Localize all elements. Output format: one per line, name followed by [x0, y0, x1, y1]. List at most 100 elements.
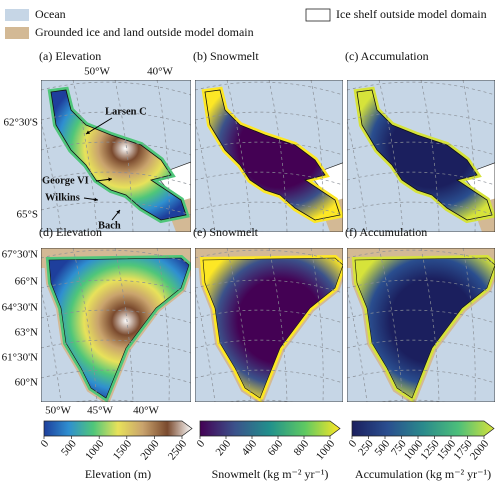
- colorbar-tick-label: 500: [59, 437, 79, 458]
- annotation-arrow: [85, 117, 113, 135]
- graticule: [377, 399, 447, 402]
- graticule: [347, 339, 495, 354]
- colorbar-tick-label: 0: [195, 437, 208, 449]
- lon-label: 40°W: [133, 405, 159, 417]
- legend-swatch: [5, 27, 29, 39]
- colorbar: [199, 420, 341, 437]
- arrowhead: [116, 210, 120, 214]
- colorbar-tick-label: 250: [356, 437, 376, 458]
- colorbar-tick-label: 800: [291, 437, 311, 458]
- colorbar-tick-label: 500: [372, 437, 392, 458]
- colorbar-tick-label: 1000: [83, 437, 107, 462]
- graticule: [195, 201, 343, 216]
- ice-sheet: [204, 89, 341, 221]
- graticule: [347, 201, 495, 216]
- panel-title: (e) Snowmelt: [193, 225, 259, 239]
- lat-label: 67°30'N: [2, 249, 38, 261]
- graticule: [195, 141, 343, 156]
- graticule: [347, 369, 495, 384]
- lat-label: 63°N: [15, 327, 38, 339]
- graticule: [195, 249, 343, 264]
- map-panel: [195, 80, 343, 232]
- graticule: [41, 369, 191, 384]
- graticule: [195, 171, 343, 186]
- graticule: [268, 248, 288, 402]
- panel-title: (b) Snowmelt: [193, 49, 259, 63]
- lat-label: 62°30'S: [4, 117, 39, 129]
- colorbar-tick-label: 200: [213, 437, 233, 458]
- graticule: [195, 309, 343, 324]
- map-panel: [347, 248, 495, 402]
- ice-sheet: [356, 89, 493, 221]
- ice-sheet: [354, 257, 495, 399]
- colorbar: [43, 420, 193, 437]
- lat-label: 61°30'N: [2, 352, 38, 364]
- colorbar-tick-label: 1000: [314, 437, 338, 462]
- graticule: [378, 248, 404, 402]
- colorbar-tick-label: 0: [39, 437, 52, 449]
- arrowhead: [94, 197, 98, 202]
- graticule: [41, 287, 62, 402]
- annotation: Bach: [98, 220, 121, 231]
- arrowhead: [108, 177, 112, 182]
- annotation: Larsen C: [105, 106, 147, 117]
- lon-label: 45°W: [87, 405, 113, 417]
- graticule: [347, 111, 495, 126]
- graticule: [41, 279, 191, 294]
- arrowhead: [86, 130, 90, 134]
- graticule: [195, 111, 343, 126]
- graticule: [195, 339, 343, 354]
- graticule: [195, 369, 343, 384]
- annotation: George VI: [42, 175, 89, 186]
- graticule: [41, 309, 191, 324]
- lon-label: 40°W: [147, 66, 173, 78]
- panel-title: (f) Accumulation: [345, 225, 427, 239]
- graticule: [72, 248, 98, 402]
- lon-label: 50°W: [45, 405, 71, 417]
- lat-label: 66°N: [15, 276, 38, 288]
- colorbar-tick-label: 600: [265, 437, 285, 458]
- ice-sheet: [202, 257, 343, 399]
- colorbar-tick-label: 1500: [111, 437, 135, 462]
- colorbar-tick-label: 2000: [138, 437, 162, 462]
- colorbar: [351, 420, 495, 437]
- graticule: [347, 81, 495, 96]
- lat-label: 60°N: [15, 377, 38, 389]
- ice-sheet: [48, 257, 190, 399]
- lat-label: 65°S: [16, 209, 38, 221]
- graticule: [420, 248, 440, 402]
- annotation: Wilkins: [45, 192, 80, 203]
- legend-swatch: [305, 8, 331, 22]
- colorbar-tick-label: 2500: [166, 437, 190, 462]
- ice-sheet: [50, 89, 187, 221]
- graticule: [195, 287, 216, 402]
- graticule: [41, 249, 191, 264]
- legend-label: Grounded ice and land outside model doma…: [35, 25, 254, 39]
- graticule: [347, 287, 368, 402]
- panel-title: (a) Elevation: [39, 49, 101, 63]
- graticule: [347, 309, 495, 324]
- colorbar-label: Elevation (m): [85, 467, 151, 481]
- graticule: [195, 81, 343, 96]
- graticule: [225, 399, 295, 402]
- legend-label: Ice shelf outside model domain: [336, 7, 487, 21]
- colorbar-label: Accumulation (kg m⁻² yr⁻¹): [355, 467, 491, 481]
- colorbar-tick-label: 400: [239, 437, 259, 458]
- graticule: [41, 201, 191, 216]
- map-panel: [195, 248, 343, 402]
- graticule: [347, 249, 495, 264]
- graticule: [41, 141, 191, 156]
- graticule: [41, 111, 191, 126]
- graticule: [41, 81, 191, 96]
- graticule: [226, 248, 252, 402]
- map-panel: [347, 80, 495, 232]
- graticule: [41, 339, 191, 354]
- panel-title: (c) Accumulation: [345, 49, 429, 63]
- colorbar-label: Snowmelt (kg m⁻² yr⁻¹): [212, 467, 329, 481]
- graticule: [41, 171, 191, 186]
- colorbar-tick-label: 2000: [468, 437, 492, 462]
- graticule: [347, 279, 495, 294]
- legend-label: Ocean: [35, 7, 66, 21]
